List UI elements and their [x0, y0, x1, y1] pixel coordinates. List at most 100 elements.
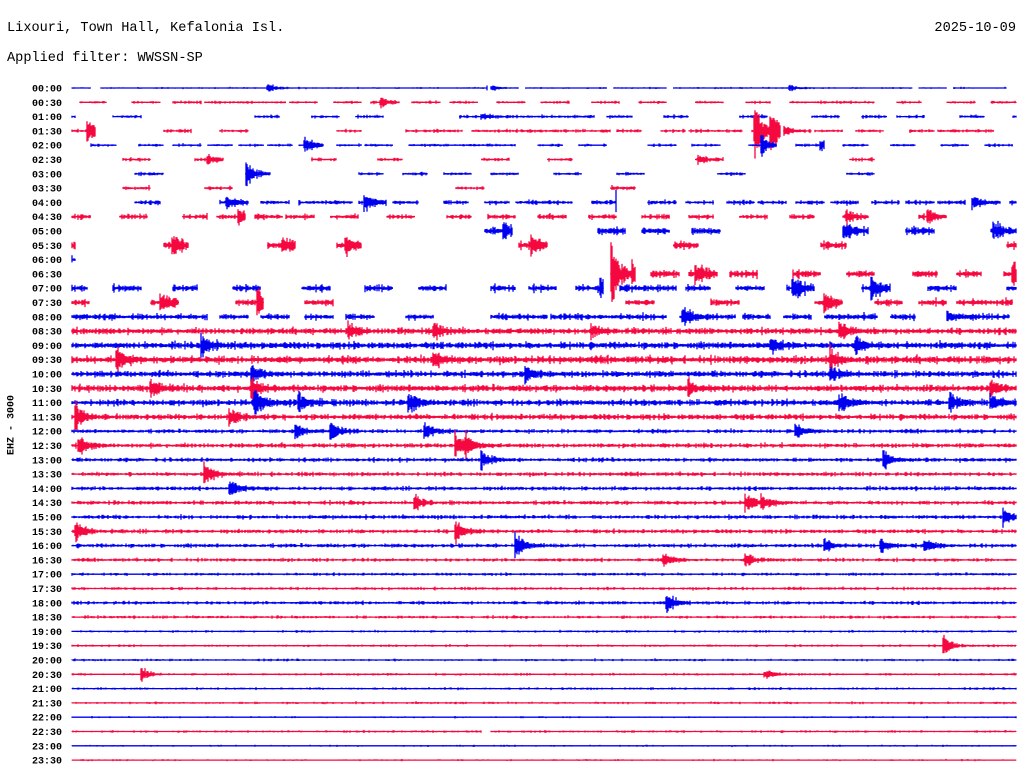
trace-0100 — [71, 113, 1017, 120]
trace-0700 — [71, 276, 1017, 301]
trace-0800 — [71, 307, 1010, 326]
row-label: 16:00 — [32, 542, 62, 553]
filter-prefix: Applied filter: — [7, 51, 130, 66]
row-label: 02:30 — [32, 156, 62, 167]
row-label: 17:00 — [32, 571, 62, 582]
date-label: 2025-10-09 — [934, 21, 1016, 36]
row-label: 20:30 — [32, 671, 62, 682]
filter-label: Applied filter: WWSSN-SP — [7, 51, 203, 66]
trace-1600 — [71, 531, 1017, 559]
row-label: 18:00 — [32, 599, 62, 610]
trace-1000 — [71, 365, 1017, 385]
trace-1100 — [71, 390, 1017, 415]
row-label: 00:30 — [32, 99, 62, 110]
trace-1630 — [71, 553, 1017, 567]
trace-0830 — [71, 320, 1017, 341]
row-label: 07:30 — [32, 299, 62, 310]
trace-2330 — [71, 758, 1017, 762]
row-label: 23:00 — [32, 742, 62, 753]
trace-0130 — [71, 110, 994, 159]
row-label: 01:00 — [32, 113, 62, 124]
trace-2030 — [71, 668, 1017, 682]
row-label: 18:30 — [32, 614, 62, 625]
trace-0730 — [71, 288, 1013, 316]
trace-1400 — [71, 481, 1017, 495]
trace-0200 — [90, 134, 1013, 157]
row-label: 09:30 — [32, 356, 62, 367]
row-label: 22:30 — [32, 728, 62, 739]
row-label: 08:00 — [32, 313, 62, 324]
trace-0930 — [71, 344, 1017, 372]
trace-1230 — [71, 430, 1017, 461]
row-label: 01:30 — [32, 127, 62, 138]
trace-1900 — [71, 629, 1017, 633]
trace-0030 — [79, 97, 1017, 109]
row-label: 02:00 — [32, 142, 62, 153]
trace-0230 — [122, 154, 875, 165]
trace-1700 — [71, 572, 1017, 577]
row-label: 10:30 — [32, 385, 62, 396]
trace-2100 — [71, 687, 1017, 691]
row-label: 03:30 — [32, 185, 62, 196]
trace-1130 — [71, 400, 1017, 431]
row-label: 04:00 — [32, 199, 62, 210]
filter-name: WWSSN-SP — [137, 51, 203, 66]
row-label: 05:30 — [32, 242, 62, 253]
row-label: 09:00 — [32, 342, 62, 353]
row-label: 06:00 — [32, 256, 62, 267]
row-label: 12:30 — [32, 442, 62, 453]
row-label: 17:30 — [32, 585, 62, 596]
trace-1430 — [71, 493, 1017, 513]
row-label: 15:00 — [32, 514, 62, 525]
trace-0300 — [134, 162, 875, 187]
trace-0500 — [484, 220, 1017, 240]
row-label: 07:00 — [32, 285, 62, 296]
row-label: 13:30 — [32, 471, 62, 482]
row-label: 03:00 — [32, 170, 62, 181]
trace-0430 — [71, 209, 947, 226]
row-label: 23:30 — [32, 757, 62, 768]
trace-1300 — [71, 450, 1017, 471]
trace-0000 — [71, 84, 1007, 92]
trace-0330 — [122, 185, 636, 191]
trace-1200 — [71, 422, 1017, 440]
trace-2230 — [71, 729, 1017, 734]
trace-2130 — [71, 701, 1017, 705]
row-label: 00:00 — [32, 85, 62, 96]
row-label: 06:30 — [32, 270, 62, 281]
row-label: 11:30 — [32, 413, 62, 424]
row-label: 20:00 — [32, 657, 62, 668]
row-label: 13:00 — [32, 456, 62, 467]
row-label: 14:30 — [32, 499, 62, 510]
trace-1330 — [71, 461, 1017, 484]
row-label: 19:00 — [32, 628, 62, 639]
trace-1730 — [71, 586, 1017, 591]
trace-0400 — [134, 189, 1017, 213]
row-label: 15:30 — [32, 528, 62, 539]
row-label: 19:30 — [32, 642, 62, 653]
trace-2000 — [71, 658, 1017, 662]
row-label: 04:30 — [32, 213, 62, 224]
row-label: 11:00 — [32, 399, 62, 410]
trace-1030 — [71, 377, 1017, 400]
trace-2300 — [71, 744, 1017, 748]
trace-0900 — [71, 332, 1017, 358]
trace-1500 — [71, 507, 1017, 528]
row-label: 05:00 — [32, 228, 62, 239]
trace-1530 — [71, 521, 1017, 545]
trace-0600 — [71, 255, 76, 263]
row-label: 08:30 — [32, 328, 62, 339]
trace-1930 — [71, 634, 1017, 654]
row-label: 21:00 — [32, 685, 62, 696]
row-label: 22:00 — [32, 714, 62, 725]
trace-1800 — [71, 595, 1017, 613]
row-label: 21:30 — [32, 699, 62, 710]
trace-0630 — [610, 242, 1017, 302]
row-label: 14:00 — [32, 485, 62, 496]
trace-0530 — [71, 234, 1017, 257]
row-label: 10:00 — [32, 371, 62, 382]
trace-2200 — [71, 716, 1017, 719]
row-label: 16:30 — [32, 556, 62, 567]
station-title: Lixouri, Town Hall, Kefalonia Isl. — [7, 21, 285, 36]
